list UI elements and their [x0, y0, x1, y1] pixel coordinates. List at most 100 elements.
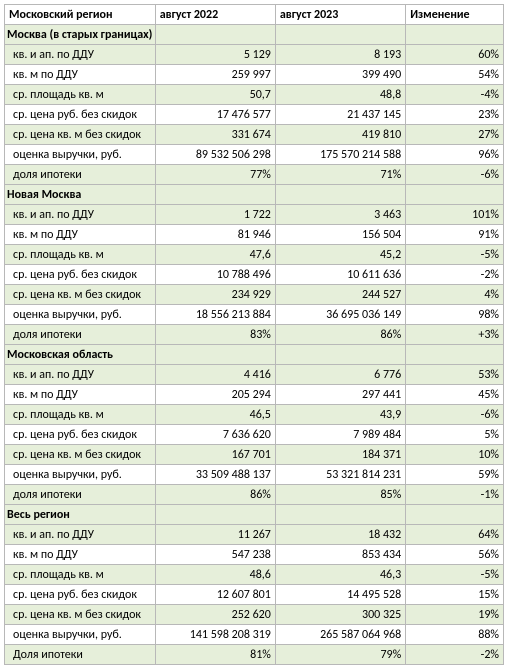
value-2022: 5 129	[155, 45, 275, 65]
value-change: -2%	[406, 645, 504, 665]
value-2022: 7 636 620	[155, 425, 275, 445]
value-change: 96%	[406, 145, 504, 165]
table-row: ср. цена руб. без скидок7 636 6207 989 4…	[5, 425, 504, 445]
table-row: ср. площадь кв. м48,646,3-5%	[5, 565, 504, 585]
value-change: 88%	[406, 625, 504, 645]
metric-label: доля ипотеки	[5, 325, 156, 345]
metric-label: ср. площадь кв. м	[5, 405, 156, 425]
col-aug-2022: август 2022	[155, 5, 275, 25]
value-change: -2%	[406, 265, 504, 285]
value-2022: 1 722	[155, 205, 275, 225]
value-2023: 7 989 484	[275, 425, 405, 445]
table-row: доля ипотеки77%71%-6%	[5, 165, 504, 185]
value-change: 101%	[406, 205, 504, 225]
metric-label: ср. площадь кв. м	[5, 245, 156, 265]
metric-label: ср. цена руб. без скидок	[5, 105, 156, 125]
value-2023: 399 490	[275, 65, 405, 85]
value-2023: 46,3	[275, 565, 405, 585]
value-change: 60%	[406, 45, 504, 65]
empty-cell	[275, 185, 405, 205]
value-2023: 300 325	[275, 605, 405, 625]
value-2022: 81%	[155, 645, 275, 665]
value-2023: 10 611 636	[275, 265, 405, 285]
value-2023: 156 504	[275, 225, 405, 245]
value-2022: 4 416	[155, 365, 275, 385]
metric-label: кв. и ап. по ДДУ	[5, 365, 156, 385]
table-row: доля ипотеки86%85%-1%	[5, 485, 504, 505]
table-row: ср. площадь кв. м47,645,2-5%	[5, 245, 504, 265]
value-change: 27%	[406, 125, 504, 145]
value-2022: 252 620	[155, 605, 275, 625]
value-2022: 77%	[155, 165, 275, 185]
value-change: -5%	[406, 245, 504, 265]
value-2023: 6 776	[275, 365, 405, 385]
table-row: ср. цена руб. без скидок12 607 80114 495…	[5, 585, 504, 605]
value-2023: 53 321 814 231	[275, 465, 405, 485]
value-change: 5%	[406, 425, 504, 445]
table-row: ср. цена руб. без скидок10 788 49610 611…	[5, 265, 504, 285]
table-row: кв. и ап. по ДДУ1 7223 463101%	[5, 205, 504, 225]
metric-label: Доля ипотеки	[5, 645, 156, 665]
value-2022: 47,6	[155, 245, 275, 265]
metric-label: оценка выручки, руб.	[5, 145, 156, 165]
metric-label: ср. цена руб. без скидок	[5, 585, 156, 605]
metric-label: ср. цена кв. м без скидок	[5, 605, 156, 625]
metric-label: доля ипотеки	[5, 485, 156, 505]
metric-label: кв. м по ДДУ	[5, 545, 156, 565]
value-change: 53%	[406, 365, 504, 385]
value-2022: 11 267	[155, 525, 275, 545]
value-2022: 259 997	[155, 65, 275, 85]
value-2022: 234 929	[155, 285, 275, 305]
table-row: оценка выручки, руб.89 532 506 298175 57…	[5, 145, 504, 165]
metric-label: кв. м по ДДУ	[5, 385, 156, 405]
value-2023: 853 434	[275, 545, 405, 565]
value-change: 59%	[406, 465, 504, 485]
metric-label: ср. цена кв. м без скидок	[5, 125, 156, 145]
section-title: Весь регион	[5, 505, 156, 525]
table-row: ср. цена кв. м без скидок331 674419 8102…	[5, 125, 504, 145]
value-2023: 8 193	[275, 45, 405, 65]
value-change: 64%	[406, 525, 504, 545]
value-2023: 86%	[275, 325, 405, 345]
value-2022: 33 509 488 137	[155, 465, 275, 485]
value-change: -6%	[406, 405, 504, 425]
empty-cell	[406, 25, 504, 45]
value-change: 54%	[406, 65, 504, 85]
section-row: Московская область	[5, 345, 504, 365]
value-change: 23%	[406, 105, 504, 125]
table-row: кв. м по ДДУ205 294297 44145%	[5, 385, 504, 405]
table-row: доля ипотеки83%86%+3%	[5, 325, 504, 345]
table-row: оценка выручки, руб.141 598 208 319265 5…	[5, 625, 504, 645]
value-2023: 43,9	[275, 405, 405, 425]
empty-cell	[155, 505, 275, 525]
col-change: Изменение	[406, 5, 504, 25]
value-2023: 14 495 528	[275, 585, 405, 605]
table-row: оценка выручки, руб.18 556 213 88436 695…	[5, 305, 504, 325]
value-2023: 48,8	[275, 85, 405, 105]
table-row: кв. м по ДДУ547 238853 43456%	[5, 545, 504, 565]
table-row: ср. цена руб. без скидок17 476 57721 437…	[5, 105, 504, 125]
table-row: ср. площадь кв. м50,748,8-4%	[5, 85, 504, 105]
value-2023: 419 810	[275, 125, 405, 145]
value-change: -4%	[406, 85, 504, 105]
table-row: кв. и ап. по ДДУ4 4166 77653%	[5, 365, 504, 385]
value-change: 56%	[406, 545, 504, 565]
region-table: Московский регион август 2022 август 202…	[4, 4, 504, 665]
empty-cell	[155, 25, 275, 45]
metric-label: ср. цена руб. без скидок	[5, 265, 156, 285]
header-row: Московский регион август 2022 август 202…	[5, 5, 504, 25]
value-change: 91%	[406, 225, 504, 245]
value-2022: 83%	[155, 325, 275, 345]
empty-cell	[275, 505, 405, 525]
value-change: 19%	[406, 605, 504, 625]
value-change: 10%	[406, 445, 504, 465]
metric-label: ср. цена руб. без скидок	[5, 425, 156, 445]
value-change: 15%	[406, 585, 504, 605]
table-row: кв. и ап. по ДДУ11 26718 43264%	[5, 525, 504, 545]
empty-cell	[406, 505, 504, 525]
value-change: -5%	[406, 565, 504, 585]
value-2022: 18 556 213 884	[155, 305, 275, 325]
empty-cell	[275, 345, 405, 365]
value-change: -1%	[406, 485, 504, 505]
metric-label: ср. площадь кв. м	[5, 85, 156, 105]
